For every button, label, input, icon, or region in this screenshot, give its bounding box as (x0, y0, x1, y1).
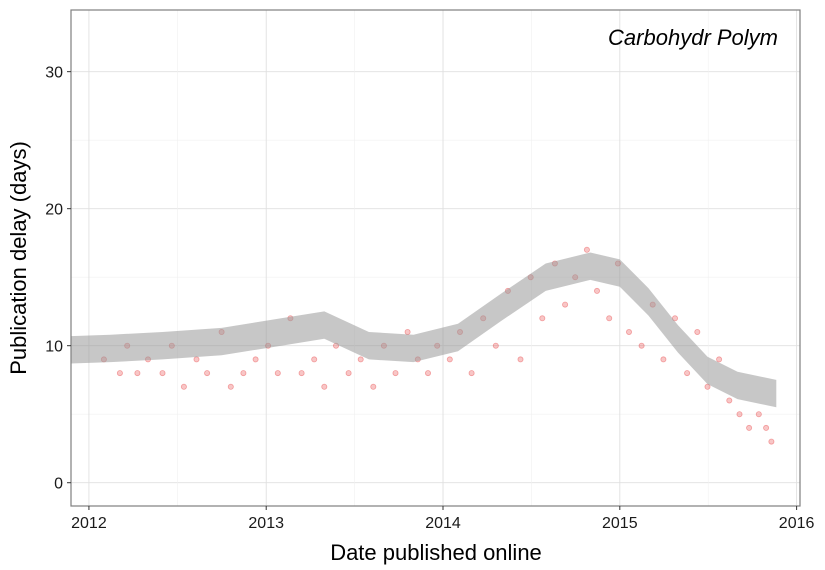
data-point (583, 246, 590, 253)
x-tick-label: 2012 (71, 515, 107, 532)
data-point (684, 370, 691, 377)
data-point (626, 328, 633, 335)
y-axis: 0 10 20 30 (45, 65, 71, 493)
data-point (768, 438, 775, 445)
data-point (357, 356, 364, 363)
data-point (492, 342, 499, 349)
data-point (274, 370, 281, 377)
data-point (746, 424, 753, 431)
smooth-confidence-band (71, 252, 777, 408)
gridlines (71, 10, 800, 506)
y-tick-label: 20 (45, 202, 63, 219)
data-point (660, 356, 667, 363)
data-point (370, 383, 377, 390)
data-point (562, 301, 569, 308)
data-point (392, 370, 399, 377)
data-point (227, 383, 234, 390)
data-point (694, 328, 701, 335)
data-point (606, 315, 613, 322)
x-axis-title: Date published online (330, 540, 542, 565)
data-point (594, 287, 601, 294)
x-tick-label: 2013 (248, 515, 284, 532)
data-point (446, 356, 453, 363)
data-point (539, 315, 546, 322)
data-point (134, 370, 141, 377)
plot-panel (71, 10, 800, 506)
data-point (763, 424, 770, 431)
data-point (638, 342, 645, 349)
data-point (321, 383, 328, 390)
data-point (180, 383, 187, 390)
smooth-trend-band (71, 252, 777, 408)
x-axis: 2012 2013 2014 2015 2016 (71, 506, 815, 532)
data-point (755, 411, 762, 418)
x-tick-label: 2016 (779, 515, 815, 532)
data-point (345, 370, 352, 377)
data-point (517, 356, 524, 363)
data-point (240, 370, 247, 377)
data-point (116, 370, 123, 377)
y-axis-title: Publication delay (days) (6, 141, 31, 375)
data-point (298, 370, 305, 377)
y-tick-label: 10 (45, 339, 63, 356)
data-point (704, 383, 711, 390)
data-point (468, 370, 475, 377)
y-tick-label: 0 (54, 476, 63, 493)
data-point (204, 370, 211, 377)
annotation-journal: Carbohydr Polym (608, 25, 778, 50)
x-tick-label: 2014 (425, 515, 461, 532)
data-point (736, 411, 743, 418)
data-point (311, 356, 318, 363)
data-point (159, 370, 166, 377)
data-point (716, 356, 723, 363)
plot-border (70, 9, 801, 507)
data-point (252, 356, 259, 363)
data-point (726, 397, 733, 404)
x-tick-label: 2015 (602, 515, 638, 532)
y-tick-label: 30 (45, 65, 63, 82)
data-point (424, 370, 431, 377)
data-point (193, 356, 200, 363)
data-point (404, 328, 411, 335)
